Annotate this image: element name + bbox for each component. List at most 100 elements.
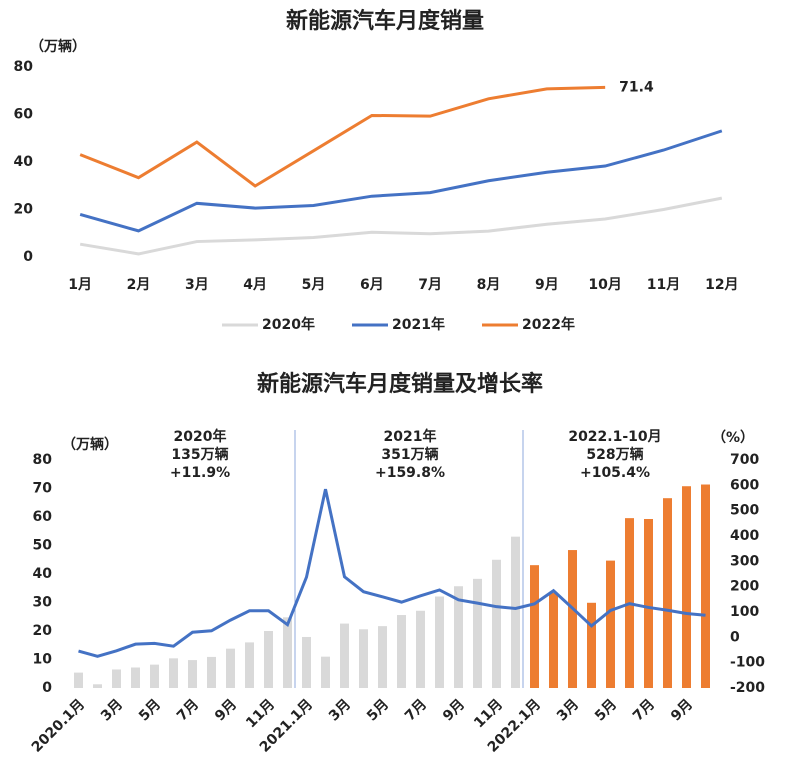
- bar: [378, 626, 387, 688]
- legend-label: 2022年: [522, 316, 575, 333]
- x-tick-label: 4月: [243, 277, 267, 293]
- bar: [359, 629, 368, 688]
- y-tick-label: 70: [33, 481, 53, 497]
- y2-tick-label: -100: [730, 655, 765, 671]
- bar: [701, 484, 710, 688]
- bar: [264, 631, 273, 688]
- y2-tick-label: 0: [730, 629, 740, 645]
- y-tick-label: 30: [33, 595, 53, 611]
- y-tick-label: 50: [33, 538, 53, 554]
- chart-title: 新能源汽车月度销量及增长率: [257, 371, 543, 397]
- y-axis-label: （万辆）: [62, 436, 118, 453]
- bar: [416, 610, 425, 688]
- x-tick-label: 12月: [705, 277, 738, 293]
- y-tick-label: 10: [33, 652, 53, 668]
- bar: [587, 602, 596, 688]
- y-axis-label: （万辆）: [30, 38, 86, 55]
- y-tick-label: 80: [33, 452, 53, 468]
- x-tick-label: 3月: [185, 277, 209, 293]
- x-tick-label: 1月: [68, 277, 92, 293]
- bar: [112, 669, 121, 688]
- bar: [454, 586, 463, 688]
- y2-axis-label: （%）: [712, 430, 754, 446]
- y2-tick-label: -200: [730, 680, 765, 696]
- line: [79, 129, 723, 233]
- bar: [473, 578, 482, 688]
- bar: [530, 565, 539, 688]
- bar: [169, 658, 178, 688]
- bar: [74, 672, 83, 688]
- y-tick-label: 0: [23, 249, 33, 265]
- x-tick-label: 5月: [592, 696, 620, 724]
- line: [78, 488, 706, 658]
- bar: [188, 660, 197, 688]
- y2-tick-label: 100: [730, 604, 759, 620]
- bar: [131, 667, 140, 688]
- line: [79, 196, 723, 256]
- x-tick-label: 10月: [588, 277, 621, 293]
- annotation: 135万辆: [171, 446, 228, 463]
- annotation: 2022.1-10月: [568, 429, 661, 445]
- x-tick-label: 2月: [127, 277, 151, 293]
- x-tick-label: 3月: [98, 696, 126, 724]
- x-tick-label: 6月: [360, 277, 384, 293]
- bar: [435, 596, 444, 688]
- bar: [682, 486, 691, 688]
- x-tick-label: 2020.1月: [29, 696, 88, 755]
- bar: [302, 636, 311, 688]
- x-tick-label: 9月: [212, 696, 240, 724]
- y2-tick-label: 300: [730, 553, 759, 569]
- y-tick-label: 0: [42, 680, 52, 696]
- annotation: 528万辆: [586, 446, 643, 463]
- bar: [568, 550, 577, 688]
- bar: [150, 664, 159, 688]
- y-tick-label: 20: [33, 623, 53, 639]
- bar: [245, 642, 254, 688]
- bar: [207, 656, 216, 688]
- x-tick-label: 3月: [554, 696, 582, 724]
- y-tick-label: 60: [33, 509, 53, 525]
- annotation: +11.9%: [170, 465, 230, 481]
- annotation: +105.4%: [580, 465, 650, 481]
- y2-tick-label: 700: [730, 452, 759, 468]
- x-tick-label: 9月: [440, 696, 468, 724]
- y-tick-label: 80: [14, 59, 34, 75]
- y-tick-label: 60: [14, 107, 34, 123]
- bar: [492, 559, 501, 688]
- bar: [549, 592, 558, 688]
- x-tick-label: 11月: [243, 696, 278, 731]
- x-tick-label: 7月: [418, 277, 442, 293]
- data-label: 71.4: [619, 79, 654, 95]
- y-tick-label: 40: [14, 154, 34, 170]
- x-tick-label: 7月: [402, 696, 430, 724]
- y2-tick-label: 600: [730, 477, 759, 493]
- bar: [283, 617, 292, 688]
- bar: [226, 648, 235, 688]
- y2-tick-label: 400: [730, 528, 759, 544]
- x-tick-label: 3月: [326, 696, 354, 724]
- annotation: 2021年: [384, 428, 437, 445]
- x-tick-label: 7月: [630, 696, 658, 724]
- x-tick-label: 5月: [302, 277, 326, 293]
- x-tick-label: 5月: [364, 696, 392, 724]
- y-tick-label: 40: [33, 566, 53, 582]
- bar: [397, 615, 406, 688]
- legend-label: 2020年: [262, 316, 315, 333]
- bar: [340, 623, 349, 688]
- annotation: +159.8%: [375, 465, 445, 481]
- legend-label: 2021年: [392, 316, 445, 333]
- x-tick-label: 5月: [136, 696, 164, 724]
- x-tick-label: 9月: [535, 277, 559, 293]
- x-tick-label: 7月: [174, 696, 202, 724]
- x-tick-label: 9月: [668, 696, 696, 724]
- x-tick-label: 11月: [647, 277, 680, 293]
- x-tick-label: 8月: [477, 277, 501, 293]
- x-tick-label: 11月: [471, 696, 506, 731]
- chart-title: 新能源汽车月度销量: [286, 8, 484, 34]
- annotation: 2020年: [174, 428, 227, 445]
- annotation: 351万辆: [381, 446, 438, 463]
- bar: [663, 498, 672, 688]
- bar: [93, 684, 102, 688]
- bar: [644, 518, 653, 688]
